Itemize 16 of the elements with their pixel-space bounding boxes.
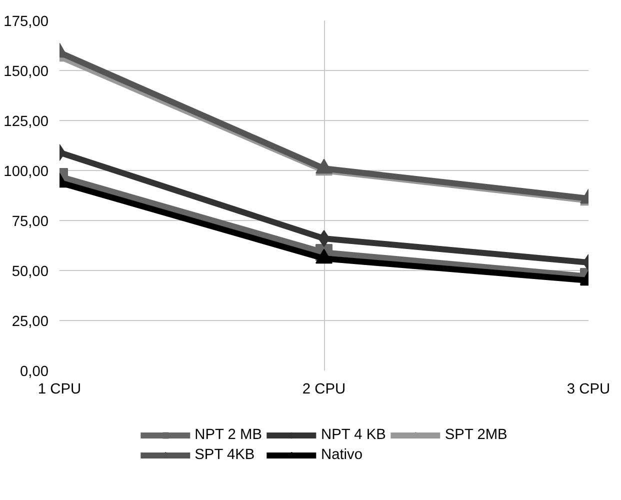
legend-label: SPT 4KB	[194, 447, 255, 463]
y-tick-label: 50,00	[12, 264, 49, 280]
y-tick-label: 0,00	[20, 364, 49, 380]
y-tick-label: 125,00	[4, 114, 48, 130]
x-tick-label: 3 CPU	[566, 382, 610, 398]
y-tick-label: 75,00	[12, 214, 49, 230]
y-tick-label: 150,00	[4, 64, 48, 80]
legend-label: Nativo	[320, 447, 363, 463]
x-tick-label: 1 CPU	[38, 382, 82, 398]
legend-label: SPT 2MB	[444, 427, 508, 443]
y-tick-label: 25,00	[12, 314, 49, 330]
legend-label: NPT 2 MB	[194, 427, 262, 443]
legend-label: NPT 4 KB	[320, 427, 386, 443]
y-tick-label: 175,00	[4, 14, 48, 30]
x-tick-label: 2 CPU	[302, 382, 346, 398]
y-tick-label: 100,00	[4, 164, 48, 180]
